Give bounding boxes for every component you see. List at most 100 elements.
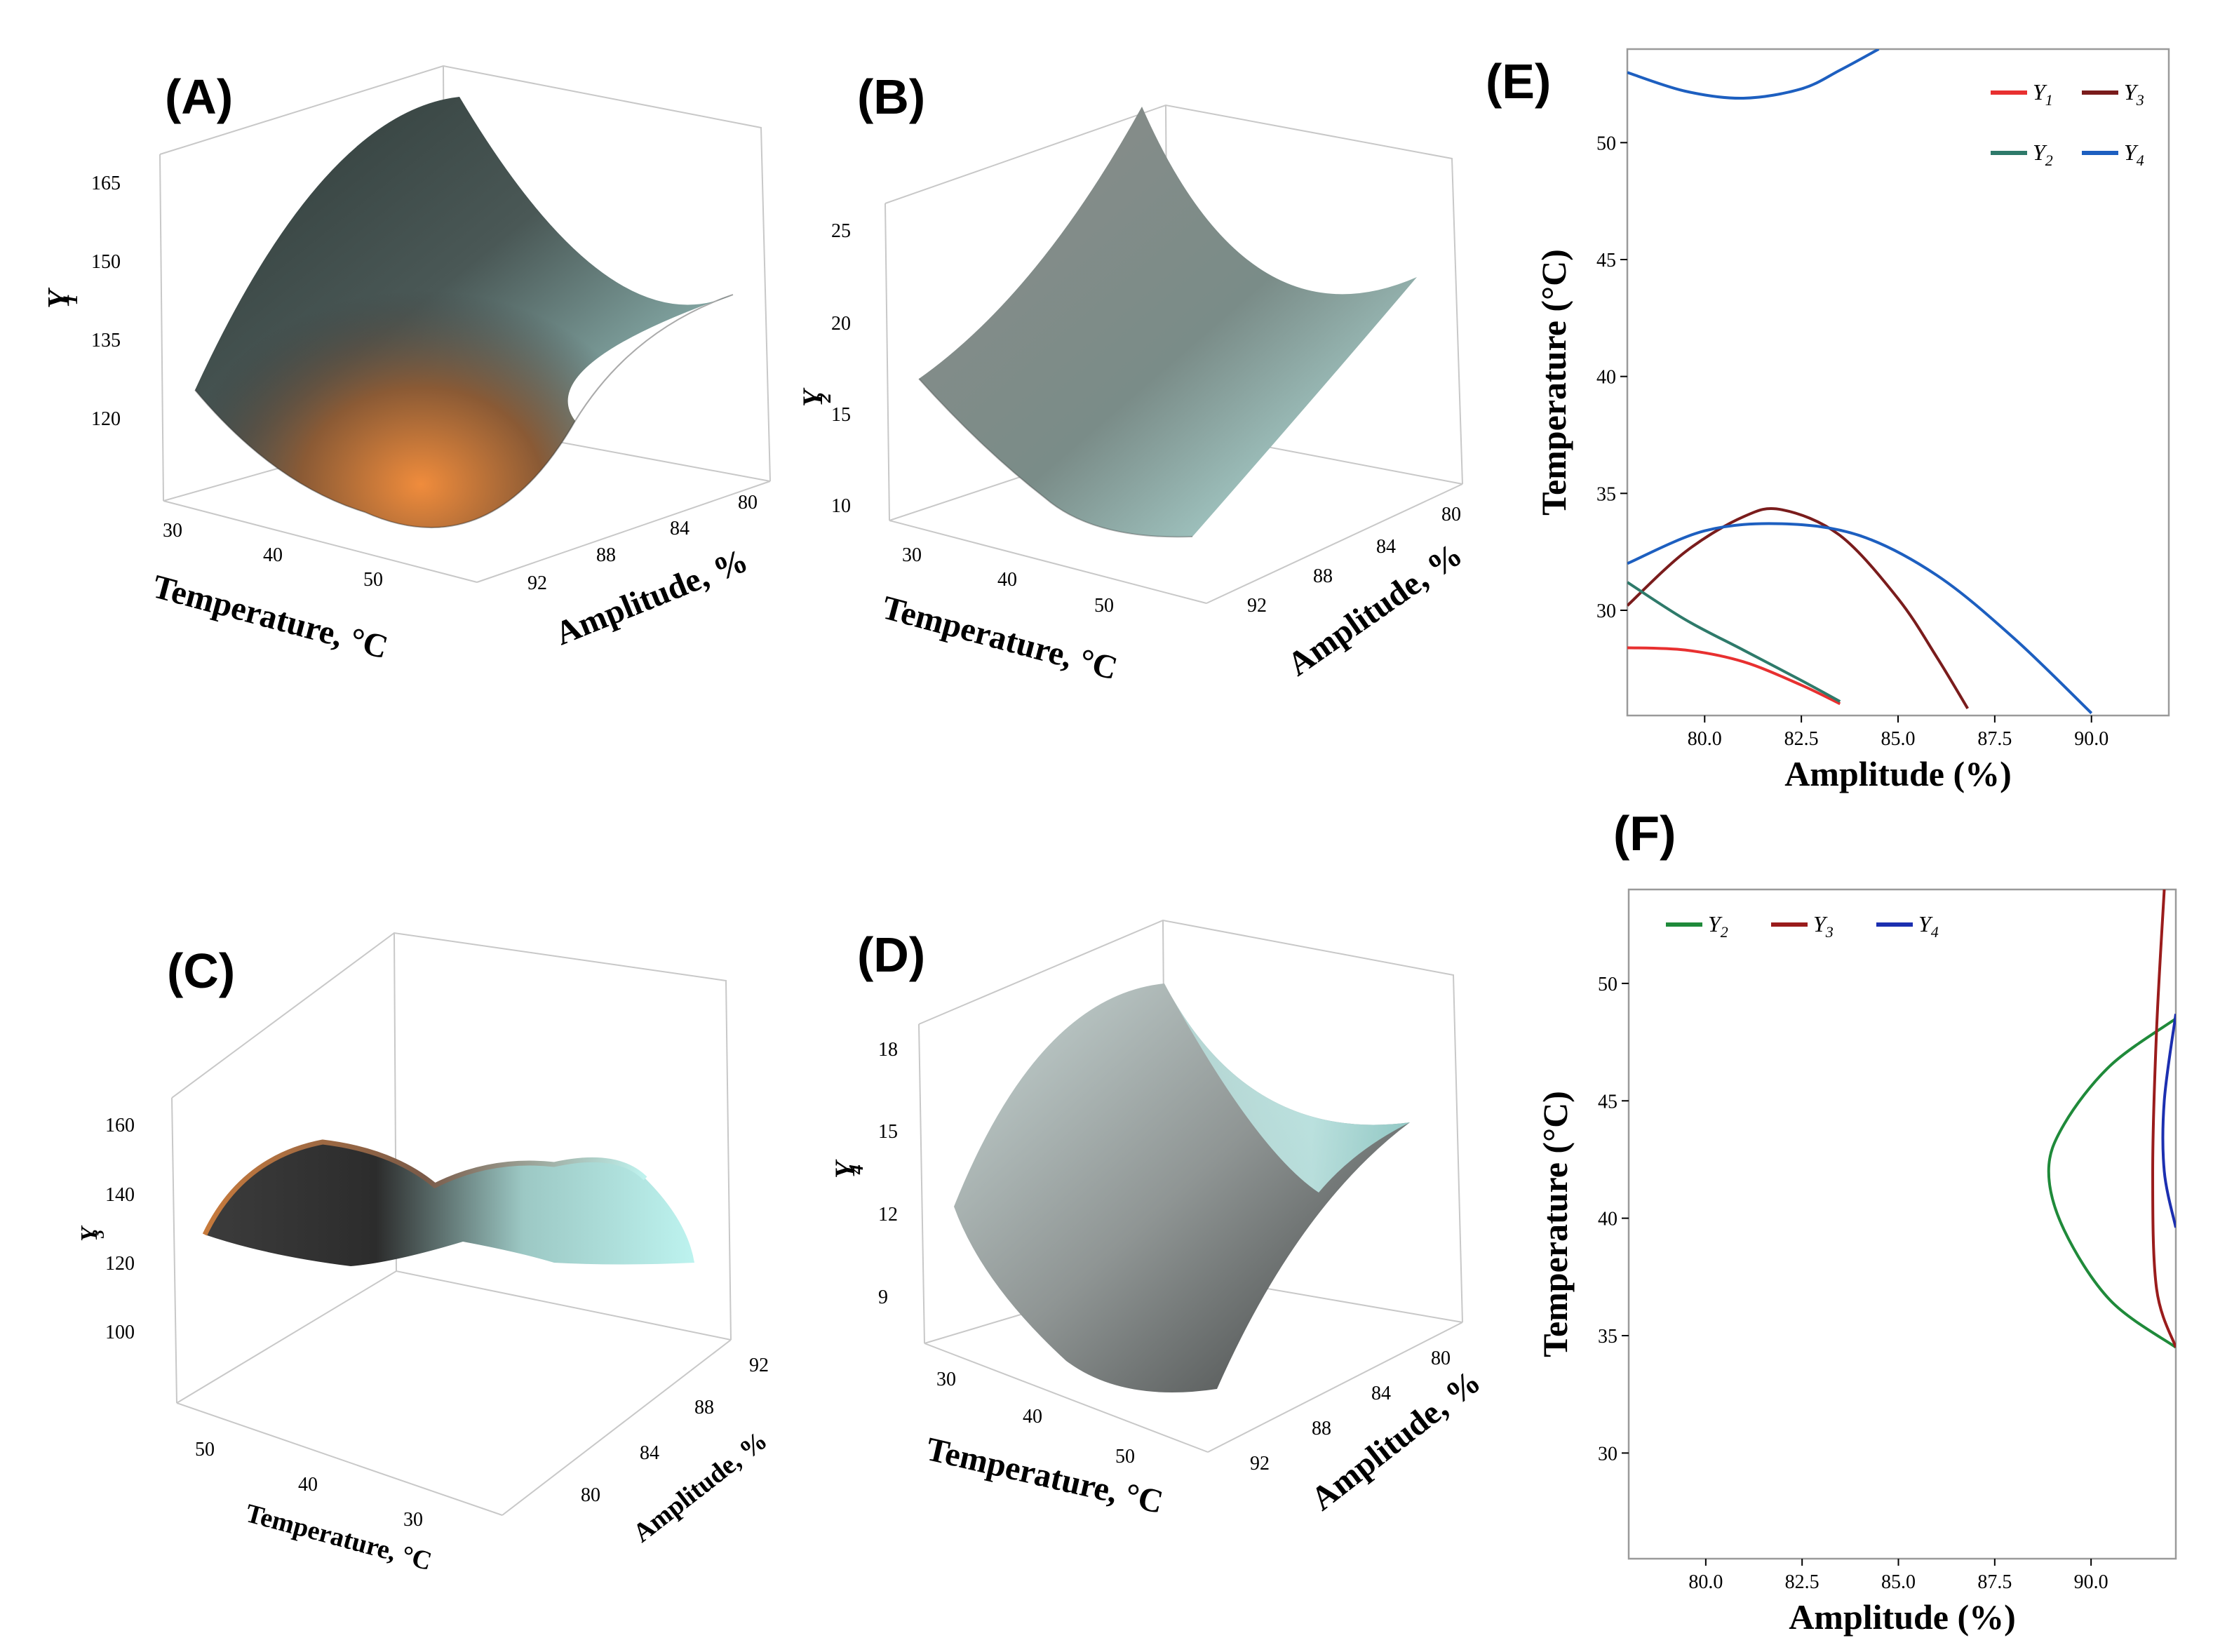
x-axis-label: Temperature, °C [878,589,1121,687]
tick-label: 18 [878,1039,898,1061]
legend-label-sub: 1 [2045,91,2053,109]
series-group [2047,889,2176,1349]
legend-label: Y1 [2033,79,2053,109]
tick-label: 88 [694,1397,714,1418]
x-tick-label: 87.5 [1977,728,2012,750]
panel-c-surface [202,1139,694,1266]
tick-label: 30 [163,520,182,542]
panel-c-yticks: 92 88 84 80 [581,1355,769,1506]
panel-a-zlabel: Y 1 [41,287,82,309]
legend-label-sub: 2 [2045,152,2053,169]
plot-frame [1627,888,2177,1560]
series-group [1627,49,2093,715]
legend-label: Y4 [2124,140,2144,169]
tick-label: 50 [363,569,383,591]
tick-label: 25 [831,220,851,242]
panel-c: (C) 160 140 120 100 Y 3 50 40 30 Tem [76,932,773,1576]
tick-label: 100 [105,1322,135,1343]
tick-label: 165 [91,173,121,194]
legend-label: Y2 [1708,911,1728,941]
y-axis-label: Amplitude, % [550,542,753,652]
y-tick-label: 40 [1598,1209,1617,1230]
panel-b-yticks: 92 88 84 80 [1247,504,1461,617]
legend-label: Y4 [1918,911,1939,941]
panel-a-xticks: 30 40 50 [163,520,383,591]
y-axis-label: Amplitude, % [1281,536,1469,683]
x-tick-label: 90.0 [2074,728,2108,750]
legend-label: Y3 [1813,911,1834,941]
panel-a-zticks: 165 150 135 120 [91,173,121,430]
tick-label: 160 [105,1115,135,1136]
legend-label-sub: 3 [1825,923,1834,941]
x-axis-label: Amplitude (%) [1784,754,2012,793]
panel-b: (B) 25 20 15 10 Y 2 30 40 50 Tempera [797,69,1469,687]
legend: Y1 Y3 Y2 Y4 [1991,79,2144,169]
tick-label: 84 [670,518,690,539]
y-tick-label: 45 [1596,250,1616,271]
z-axis-label: Y [797,387,828,407]
tick-label: 80 [581,1484,600,1506]
x-tick-label: 90.0 [2074,1571,2108,1593]
panel-b-zlabel: Y 2 [797,387,835,407]
y-tick-label: 50 [1598,974,1617,995]
tick-label: 30 [902,544,922,566]
legend-label-sub: 3 [2136,91,2144,109]
panel-c-xticks: 50 40 30 [195,1439,423,1531]
tick-label: 92 [1250,1453,1270,1475]
z-axis-label: Y [829,1159,861,1178]
panel-d-zticks: 18 15 12 9 [878,1039,898,1308]
panel-d: (D) 18 15 12 9 Y 4 30 40 50 Temperat [829,919,1488,1521]
z-axis-label: Y [76,1225,102,1242]
tick-label: 140 [105,1184,135,1206]
tick-label: 80 [1441,504,1461,525]
legend-label: Y3 [2124,79,2144,109]
x-tick-label: 80.0 [1688,1571,1723,1593]
legend-label-sub: 2 [1721,923,1728,941]
tick-label: 20 [831,313,851,335]
panel-a-surface [194,97,734,529]
tick-label: 92 [1247,595,1267,617]
z-axis-label-sub: 4 [846,1164,868,1175]
y-tick-label: 30 [1596,600,1616,622]
y-tick-label: 40 [1596,367,1616,389]
legend: Y2 Y3 Y4 [1666,911,1939,941]
tick-label: 80 [1431,1348,1451,1369]
y-tick-label: 35 [1596,483,1616,505]
z-axis-label: Y [41,287,76,309]
panel-f-label: (F) [1613,806,1676,861]
contour-line-y4 [1627,49,1880,100]
legend-label: Y2 [2033,140,2053,169]
x-tick-label: 87.5 [1977,1571,2012,1593]
tick-label: 88 [1313,565,1333,587]
tick-label: 15 [831,404,851,426]
contour-line-y4 [1627,522,2093,715]
tick-label: 40 [298,1474,318,1496]
panel-a-yticks: 92 88 84 80 [527,492,758,594]
contour-line-y3 [2151,889,2176,1348]
panel-e: (E) 80.0 82.5 85.0 87.5 90.0 30 35 40 45 50 Amplit… [1486,48,2170,793]
tick-label: 120 [91,408,121,430]
tick-label: 40 [997,569,1017,591]
panel-b-zticks: 25 20 15 10 [831,220,851,517]
tick-label: 120 [105,1253,135,1275]
panel-e-label: (E) [1486,54,1551,109]
z-axis-label-sub: 3 [90,1230,108,1239]
y-tick-label: 35 [1598,1326,1617,1348]
y-tick-label: 50 [1596,133,1616,154]
tick-label: 40 [1023,1406,1042,1428]
panel-b-xticks: 30 40 50 [902,544,1114,617]
panel-f: (F) 80.0 82.5 85.0 87.5 90.0 30 35 40 45 50 Amplit… [1535,806,2177,1637]
tick-label: 12 [878,1204,898,1225]
y-axis-label: Amplitude, % [1304,1363,1488,1518]
tick-label: 88 [1312,1418,1331,1439]
panel-d-surface [954,983,1410,1392]
tick-label: 50 [1094,595,1114,617]
contour-line-y2 [2047,1017,2176,1349]
panel-d-xticks: 30 40 50 [936,1369,1135,1468]
tick-label: 30 [403,1509,423,1531]
panel-a: (A) 165 150 135 120 Y 1 30 40 50 [41,65,771,666]
tick-label: 80 [738,492,758,513]
x-tick-label: 85.0 [1881,1571,1916,1593]
tick-label: 92 [749,1355,769,1376]
